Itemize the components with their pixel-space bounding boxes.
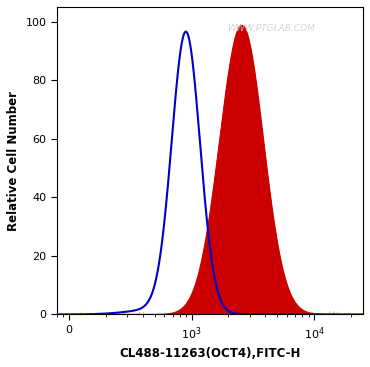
X-axis label: CL488-11263(OCT4),FITC-H: CL488-11263(OCT4),FITC-H (119, 347, 301, 360)
Y-axis label: Relative Cell Number: Relative Cell Number (7, 91, 20, 231)
Text: WWW.PTGLAB.COM: WWW.PTGLAB.COM (227, 24, 315, 33)
